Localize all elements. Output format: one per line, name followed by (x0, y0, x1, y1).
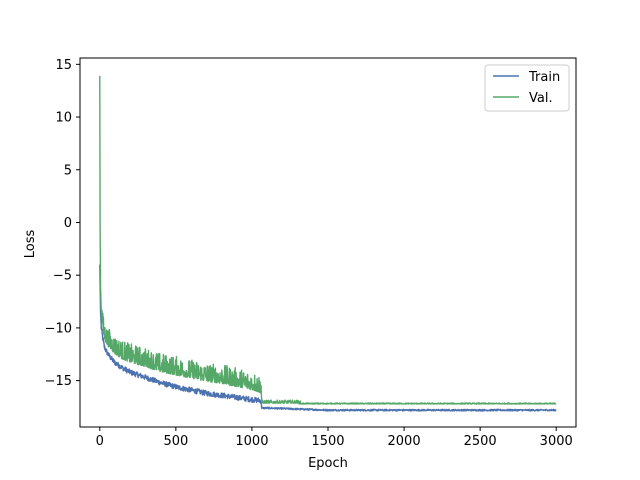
series-line-val (99, 75, 557, 405)
legend-label-val: Val. (529, 91, 553, 106)
series-layer (99, 75, 557, 412)
x-tick-label: 2500 (464, 434, 497, 449)
x-tick-label: 500 (163, 434, 188, 449)
legend: Train Val. (484, 64, 570, 112)
series-line-train (99, 264, 557, 412)
y-tick-label: −5 (53, 269, 72, 284)
y-axis: −15 −10 −5 0 5 10 15 (45, 58, 80, 389)
y-tick-label: 5 (64, 163, 72, 178)
x-tick-label: 1500 (311, 434, 344, 449)
x-axis-label: Epoch (308, 456, 348, 471)
x-tick-label: 1000 (235, 434, 268, 449)
y-tick-label: 10 (55, 111, 72, 126)
x-axis: 0 500 1000 1500 2000 2500 3000 (96, 427, 573, 449)
x-tick-label: 3000 (540, 434, 573, 449)
y-tick-label: 0 (64, 216, 72, 231)
x-tick-label: 2000 (388, 434, 421, 449)
y-tick-label: −10 (45, 321, 72, 336)
x-tick-label: 0 (96, 434, 104, 449)
legend-label-train: Train (528, 70, 560, 85)
y-tick-label: 15 (55, 58, 72, 73)
y-tick-label: −15 (45, 374, 72, 389)
y-axis-label: Loss (23, 230, 38, 259)
